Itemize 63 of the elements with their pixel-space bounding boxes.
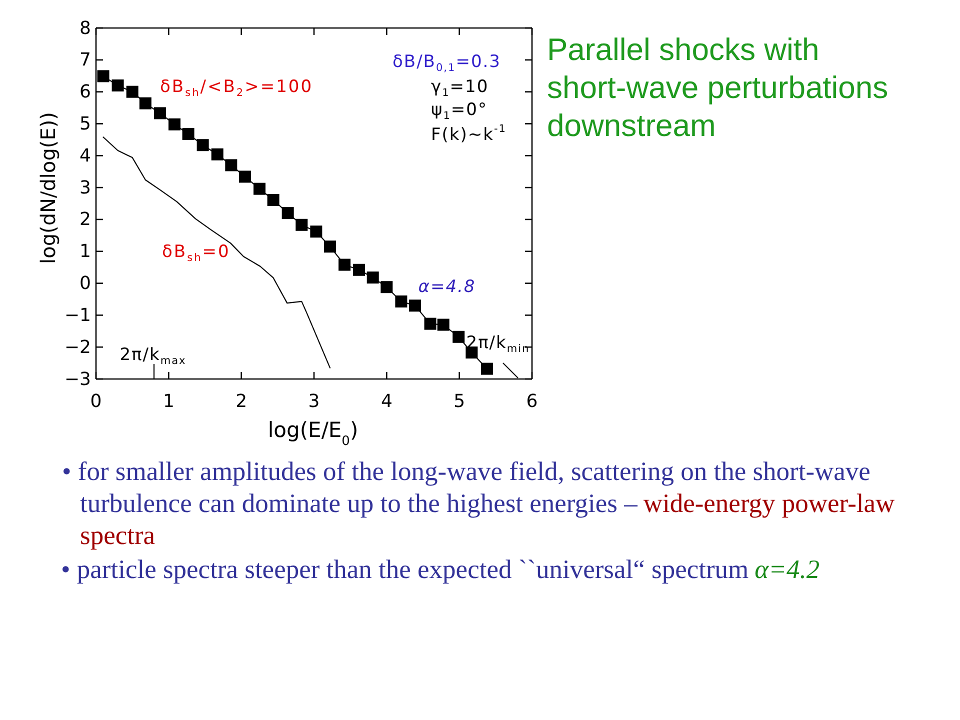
point bbox=[353, 264, 366, 276]
point bbox=[437, 318, 450, 331]
y-tick-label: 2 bbox=[80, 209, 91, 230]
x-tick-label: 5 bbox=[454, 390, 466, 412]
point bbox=[366, 272, 379, 284]
annotation: ψ$_{1}$=0° bbox=[431, 100, 488, 122]
x-tick-label: 4 bbox=[380, 390, 392, 412]
point bbox=[196, 139, 209, 152]
point bbox=[282, 207, 294, 220]
point bbox=[324, 240, 336, 253]
y-tick-label: 8 bbox=[80, 18, 91, 39]
text: wide-energy power-law bbox=[643, 488, 896, 518]
y-tick-label: 6 bbox=[80, 82, 91, 103]
annotation: 2π/k$_{max}$ bbox=[120, 345, 186, 367]
point bbox=[338, 258, 351, 271]
y-tick-label: 5 bbox=[80, 113, 91, 134]
annotation: γ$_{1}$=10 bbox=[431, 77, 489, 99]
point bbox=[211, 148, 224, 160]
x-tick-label: 1 bbox=[162, 390, 174, 412]
y-tick-label: −2 bbox=[64, 336, 91, 358]
text: • particle spectra steeper than the expected ``universal“ spectrum bbox=[61, 554, 750, 584]
point bbox=[395, 295, 408, 308]
point bbox=[126, 86, 138, 98]
point bbox=[168, 118, 180, 130]
x-tick-label: 3 bbox=[308, 390, 320, 412]
point bbox=[238, 170, 251, 183]
x-tick-label: 6 bbox=[526, 390, 538, 412]
text: Parallel shocks with short-wave perturbations downstream bbox=[547, 32, 888, 143]
y-tick-label: 0 bbox=[80, 273, 91, 294]
point bbox=[112, 79, 124, 92]
y-axis-title: log(dN/dlog(E)) bbox=[36, 112, 60, 264]
text: • for smaller amplitudes of the long-wave field, scattering on the short-wave bbox=[62, 456, 870, 486]
text: α=4.2 bbox=[754, 554, 820, 584]
point bbox=[139, 97, 152, 110]
point bbox=[267, 194, 280, 206]
y-tick-label: 1 bbox=[80, 241, 91, 262]
x-axis-title: log(E/E$_{0}$) bbox=[268, 418, 358, 448]
annotation: δB/B$_{0,1}$=0.3 bbox=[392, 52, 501, 74]
point bbox=[424, 318, 436, 330]
series-label: δB$_{sh}$=0 bbox=[162, 242, 230, 264]
line-series bbox=[102, 136, 331, 368]
y-tick-label: −1 bbox=[64, 304, 91, 326]
point bbox=[452, 330, 465, 343]
point bbox=[182, 128, 194, 140]
point bbox=[254, 182, 266, 195]
annotation: F(k)~k$^{-1}$ bbox=[431, 123, 506, 145]
text: turbulence can dominate up to the highest energies – bbox=[80, 488, 638, 518]
y-tick-label: 3 bbox=[80, 177, 91, 198]
point bbox=[296, 218, 308, 231]
y-tick-label: 4 bbox=[80, 145, 91, 166]
text: spectra bbox=[80, 520, 156, 550]
y-tick-label: 7 bbox=[80, 50, 91, 71]
series-label: δB$_{sh}$/<B$_{2}$>=100 bbox=[160, 77, 314, 99]
point bbox=[97, 70, 110, 82]
point bbox=[409, 300, 422, 312]
annotation: α=4.8 bbox=[418, 277, 476, 297]
point bbox=[154, 107, 166, 120]
point bbox=[310, 226, 322, 238]
y-tick-label: −3 bbox=[64, 368, 91, 390]
point bbox=[480, 362, 493, 375]
x-tick-label: 2 bbox=[236, 390, 248, 412]
point bbox=[225, 159, 238, 172]
point bbox=[380, 281, 393, 294]
